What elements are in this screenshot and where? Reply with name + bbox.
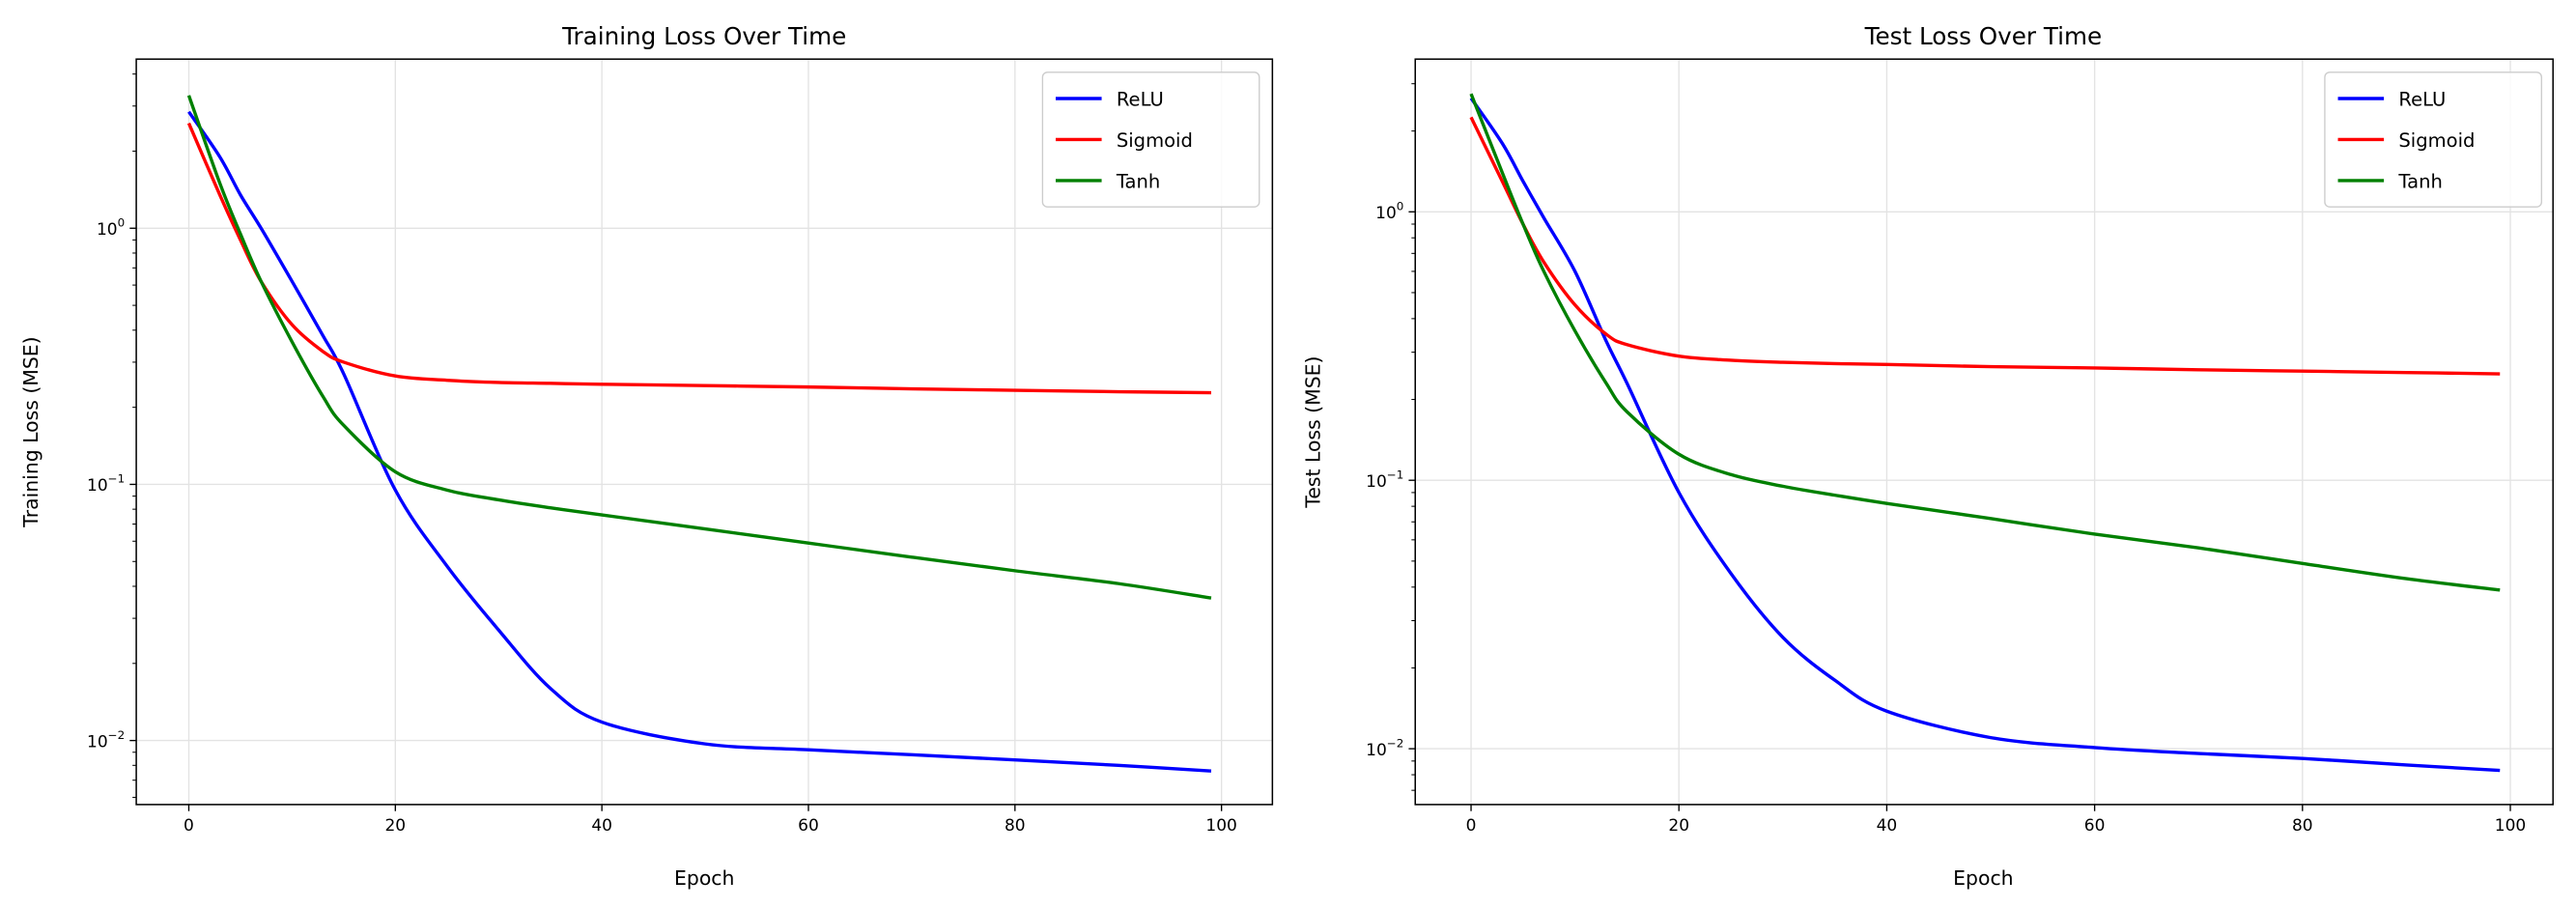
training-loss-panel: Training Loss Over Time Epoch Training L…	[19, 22, 1274, 890]
y-tick-exponent: −2	[108, 728, 126, 742]
legend-label: Sigmoid	[1117, 129, 1193, 152]
chart-title: Test Loss Over Time	[1864, 22, 2102, 50]
legend: ReLU Sigmoid Tanh	[2324, 71, 2542, 208]
series-line-relu	[187, 110, 1212, 773]
legend-label: Tanh	[2397, 171, 2442, 193]
x-tick-label: 20	[385, 816, 407, 836]
x-tick-label: 0	[1466, 816, 1477, 836]
legend-label: Sigmoid	[2398, 129, 2475, 152]
x-tick-label: 40	[591, 816, 612, 836]
chart-title: Training Loss Over Time	[561, 22, 846, 50]
y-tick-exponent: −1	[108, 472, 126, 486]
x-axis-label: Epoch	[674, 866, 734, 890]
x-tick-label: 100	[1205, 816, 1236, 836]
x-tick-label: 100	[2495, 816, 2526, 836]
x-tick-label: 40	[1877, 816, 1898, 836]
y-tick-exponent: −1	[1387, 468, 1404, 481]
x-tick-label: 80	[2292, 816, 2313, 836]
y-tick-label: 10−1	[87, 472, 125, 496]
x-axis-label: Epoch	[1953, 866, 2013, 890]
series-line-tanh	[1469, 93, 2501, 592]
y-tick-exponent: 0	[118, 216, 126, 230]
x-tick-label: 20	[1668, 816, 1689, 836]
y-axis-label: Test Loss (MSE)	[1302, 356, 1325, 509]
legend-label: Tanh	[1116, 171, 1160, 193]
legend-label: ReLU	[2398, 89, 2446, 111]
x-tick-label: 80	[1005, 816, 1026, 836]
x-tick-label: 60	[798, 816, 819, 836]
axes-frame	[1414, 58, 2554, 806]
test-loss-panel: Test Loss Over Time Epoch Test Loss (MSE…	[1302, 22, 2554, 890]
x-tick-label: 60	[2084, 816, 2106, 836]
legend: ReLU Sigmoid Tanh	[1041, 71, 1260, 208]
y-tick-exponent: −2	[1387, 736, 1404, 750]
axes-frame	[135, 58, 1274, 806]
series-line-sigmoid	[1469, 116, 2501, 376]
legend-box	[2324, 71, 2542, 208]
y-tick-exponent: 0	[1397, 200, 1404, 213]
legend-label: ReLU	[1117, 89, 1164, 111]
series-line-tanh	[186, 95, 1212, 600]
x-tick-label: 0	[184, 816, 194, 836]
y-axis-label: Training Loss (MSE)	[19, 336, 42, 527]
series-line-relu	[1469, 97, 2501, 773]
legend-box	[1041, 71, 1260, 208]
